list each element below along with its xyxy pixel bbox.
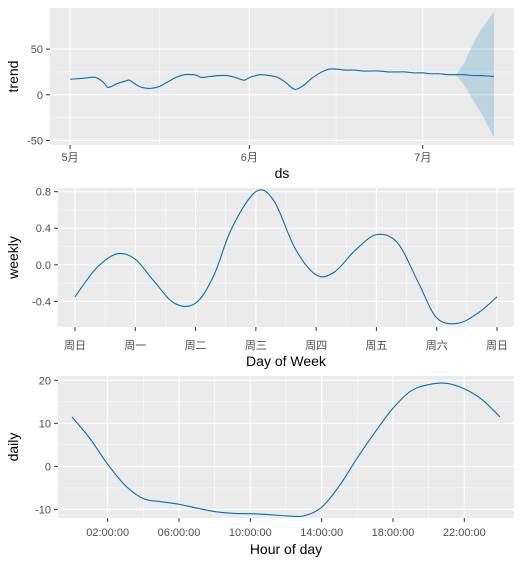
watermark-text: CSDN @UQI-LIUWJ <box>392 539 512 554</box>
daily-x-tick-label: 18:00:00 <box>372 527 415 539</box>
weekly-y-tick-label: 0.4 <box>36 223 51 235</box>
daily-y-axis-title: daily <box>5 433 21 462</box>
trend-x-axis-title: ds <box>275 165 290 181</box>
weekly-x-tick-label: 周三 <box>245 339 267 352</box>
weekly-y-tick-label: 0.0 <box>36 260 51 272</box>
weekly-x-tick-label: 周日 <box>64 339 86 352</box>
daily-x-axis-title: Hour of day <box>250 541 322 557</box>
daily-y-tick-label: 20 <box>39 375 51 387</box>
daily-x-tick-label: 02:00:00 <box>86 527 129 539</box>
daily-x-tick-label: 10:00:00 <box>229 527 272 539</box>
weekly-x-axis-title: Day of Week <box>246 353 327 369</box>
trend-y-tick-label: -50 <box>27 135 43 147</box>
trend-x-tick-label: 6月 <box>241 152 258 164</box>
trend-series-line <box>69 68 495 90</box>
weekly-x-tick-label: 周二 <box>185 339 207 352</box>
weekly-y-tick-label: 0.8 <box>36 187 51 199</box>
weekly-panel: -0.4 0.0 0.4 0.8 周日 周一 周二 周三 周四 周五 周六 周日 Day of Week… <box>5 187 514 369</box>
daily-y-tick-label: 0 <box>45 461 51 473</box>
daily-panel: -10 0 10 20 02:00:00 06:00:00 10:00:00 14:00:00… <box>5 375 514 557</box>
weekly-x-tick-label: 周一 <box>124 339 146 352</box>
daily-x-tick-label: 22:00:00 <box>443 527 486 539</box>
daily-series-line <box>71 382 501 518</box>
weekly-y-tick-label: -0.4 <box>32 296 51 308</box>
daily-y-tick-label: 10 <box>39 418 51 430</box>
daily-x-tick-label: 06:00:00 <box>158 527 201 539</box>
weekly-x-tick-label: 周日 <box>486 339 508 352</box>
trend-y-tick-label: 50 <box>31 44 43 56</box>
weekly-x-tick-label: 周四 <box>305 339 327 352</box>
trend-x-tick-label: 7月 <box>414 152 431 164</box>
weekly-y-axis-title: weekly <box>5 236 21 280</box>
trend-panel: -50 0 50 5月 6月 7月 ds trend <box>5 8 514 181</box>
trend-y-tick-label: 0 <box>37 90 43 102</box>
weekly-series-line <box>74 189 498 325</box>
trend-y-axis-title: trend <box>5 61 21 93</box>
trend-panel-background <box>50 8 514 145</box>
daily-y-tick-label: -10 <box>35 504 51 516</box>
weekly-x-tick-label: 周六 <box>426 339 448 352</box>
trend-uncertainty-band <box>455 11 494 138</box>
daily-x-tick-label: 14:00:00 <box>300 527 343 539</box>
trend-x-tick-label: 5月 <box>61 152 78 164</box>
weekly-x-tick-label: 周五 <box>365 339 387 352</box>
